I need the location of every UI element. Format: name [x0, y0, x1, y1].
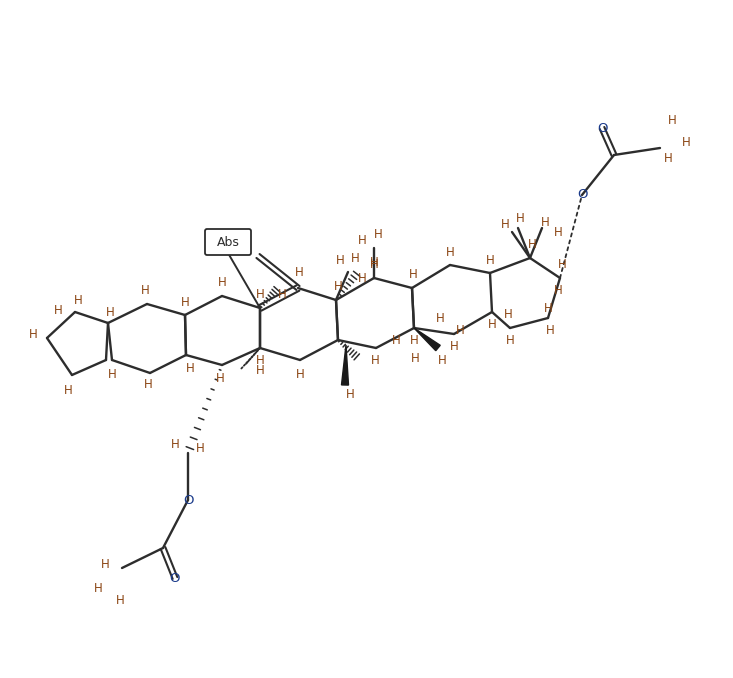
Text: H: H: [528, 237, 537, 250]
Text: H: H: [668, 113, 677, 127]
Text: H: H: [545, 323, 554, 336]
Text: H: H: [504, 308, 512, 321]
Text: H: H: [278, 289, 287, 302]
Text: H: H: [256, 289, 265, 302]
Text: O: O: [577, 188, 587, 201]
Text: H: H: [106, 306, 114, 319]
Text: H: H: [544, 302, 553, 315]
Text: H: H: [108, 369, 117, 382]
Text: H: H: [553, 226, 562, 239]
Text: H: H: [391, 334, 400, 346]
Text: H: H: [346, 388, 354, 401]
Text: Abs: Abs: [216, 235, 240, 249]
Text: H: H: [435, 311, 444, 325]
Text: H: H: [410, 334, 419, 346]
Text: O: O: [170, 572, 180, 584]
Text: H: H: [196, 441, 205, 454]
Polygon shape: [342, 345, 348, 385]
Text: H: H: [295, 367, 304, 380]
Text: H: H: [515, 212, 524, 224]
Text: H: H: [218, 277, 226, 290]
Text: H: H: [350, 252, 359, 264]
Text: H: H: [73, 294, 82, 306]
Text: H: H: [369, 258, 378, 271]
Text: H: H: [558, 258, 567, 271]
Text: H: H: [371, 353, 380, 367]
Text: H: H: [295, 266, 303, 279]
Polygon shape: [414, 328, 441, 351]
Text: H: H: [553, 283, 562, 296]
Text: H: H: [358, 271, 366, 285]
Text: H: H: [180, 296, 189, 308]
Text: H: H: [54, 304, 62, 317]
Text: H: H: [408, 268, 417, 281]
Text: H: H: [256, 353, 265, 367]
Text: H: H: [116, 593, 125, 607]
Text: H: H: [486, 254, 494, 266]
Text: H: H: [141, 283, 150, 296]
Text: H: H: [358, 233, 366, 247]
Text: H: H: [100, 559, 109, 572]
Text: H: H: [29, 329, 37, 342]
Text: H: H: [64, 384, 73, 397]
Text: H: H: [487, 317, 496, 330]
Text: H: H: [171, 439, 180, 452]
Text: H: H: [410, 351, 419, 365]
Text: H: H: [456, 323, 465, 336]
Text: H: H: [438, 353, 446, 367]
Text: H: H: [506, 334, 515, 346]
FancyBboxPatch shape: [205, 229, 251, 255]
Text: H: H: [682, 136, 690, 148]
Text: H: H: [663, 151, 672, 165]
Text: H: H: [541, 216, 549, 228]
Text: H: H: [446, 245, 454, 258]
Text: H: H: [334, 279, 342, 292]
Text: H: H: [185, 361, 194, 374]
Text: H: H: [374, 228, 383, 241]
Text: H: H: [336, 254, 345, 266]
Text: H: H: [144, 378, 152, 391]
Text: H: H: [256, 363, 265, 376]
Text: O: O: [597, 121, 607, 134]
Text: H: H: [369, 256, 378, 268]
Text: H: H: [501, 218, 509, 231]
Text: H: H: [216, 372, 224, 384]
Text: H: H: [449, 340, 458, 353]
Text: H: H: [94, 582, 103, 595]
Text: O: O: [183, 494, 194, 506]
